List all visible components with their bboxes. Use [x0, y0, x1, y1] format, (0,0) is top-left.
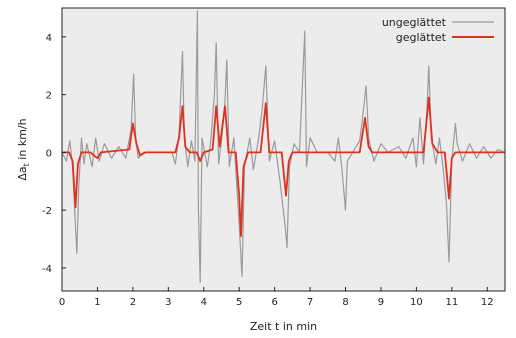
x-tick-label: 8 [342, 297, 348, 308]
x-tick-label: 0 [59, 297, 65, 308]
x-tick-label: 11 [445, 297, 458, 308]
legend-label-geglaettet: geglättet [396, 31, 447, 44]
legend-label-ungeglaettet: ungeglättet [382, 16, 447, 29]
x-tick-label: 2 [130, 297, 136, 308]
y-axis-label-unit: in km/h [16, 118, 29, 163]
y-tick-label: -4 [42, 264, 52, 275]
y-axis-label: Δat in km/h [16, 118, 31, 180]
y-axis-ticks: -4 -2 0 2 4 [42, 33, 66, 275]
x-tick-label: 9 [378, 297, 384, 308]
x-tick-label: 4 [201, 297, 207, 308]
plot-area [62, 8, 505, 291]
x-tick-label: 3 [165, 297, 171, 308]
y-tick-label: 0 [46, 148, 52, 159]
y-axis-label-symbol: Δa [16, 166, 29, 180]
x-axis-label: Zeit t in min [250, 320, 317, 333]
x-tick-label: 7 [307, 297, 313, 308]
y-axis-label-subscript: t [22, 163, 31, 166]
series-line-geglaettet [62, 96, 505, 238]
y-tick-label: 2 [46, 91, 52, 102]
x-tick-label: 10 [410, 297, 423, 308]
x-tick-label: 5 [236, 297, 242, 308]
x-tick-label: 6 [271, 297, 277, 308]
x-axis-ticks: 0 1 2 3 4 5 6 7 8 9 10 11 12 [59, 287, 494, 308]
plot-frame [61, 7, 506, 292]
x-tick-label: 1 [94, 297, 100, 308]
y-tick-label: 4 [46, 33, 52, 44]
legend: ungeglättet geglättet [382, 16, 494, 44]
y-tick-label: -2 [42, 206, 52, 217]
x-tick-label: 12 [481, 297, 494, 308]
series-layer [61, 10, 506, 283]
